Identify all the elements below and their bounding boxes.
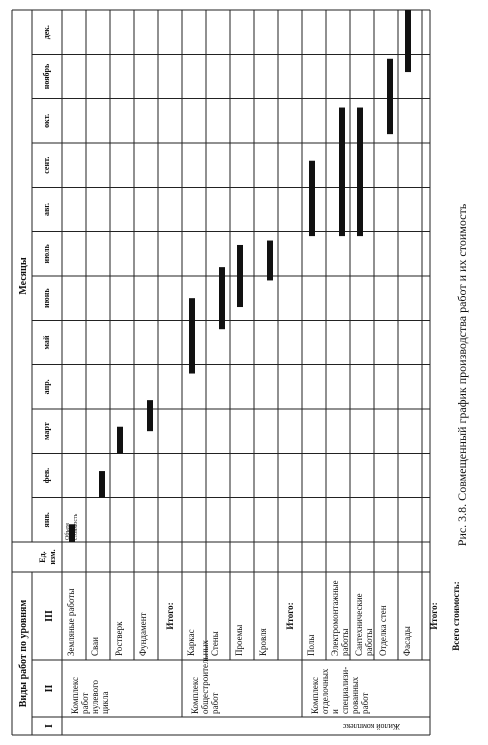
month-8-header: авг. [42, 202, 51, 217]
group-total-label: Итого: [285, 602, 295, 630]
month-5-header: май [42, 335, 51, 350]
month-9-header: сент. [42, 156, 51, 174]
work-row-label: Фасады [402, 626, 412, 656]
work-row-label: Сантехнические работы [354, 593, 374, 656]
group-total-label: Итого: [429, 602, 439, 630]
month-6-header: июнь [42, 288, 51, 308]
work-row-label: Отделка стен [378, 605, 388, 656]
table-grid [11, 9, 431, 736]
gantt-bar [237, 244, 243, 308]
level-i-label: Жилой комплекс [342, 722, 400, 731]
group-total-label: Итого: [165, 602, 175, 630]
gantt-bar [219, 267, 225, 330]
gantt-bar [99, 471, 105, 498]
months-header: Месяцы [18, 257, 29, 295]
month-1-header: янв. [42, 512, 51, 528]
work-row-label: Фундамент [138, 612, 148, 656]
legend-cost: стоимость [73, 513, 79, 540]
unit-header: Ед. изм. [38, 549, 57, 565]
gantt-bar [189, 298, 195, 374]
group-3-name: Комплекс отделочных и специализи- рованн… [310, 666, 370, 714]
month-7-header: июль [42, 244, 51, 264]
work-row-label: Каркас [186, 629, 196, 656]
month-11-header: ноябрь [42, 63, 51, 90]
gantt-bar [387, 58, 393, 135]
col-ii-header: II [44, 684, 55, 693]
month-10-header: окт. [42, 113, 51, 128]
gantt-bar [267, 240, 273, 281]
group-1-name: Комплекс работ нулевого цикла [70, 676, 110, 714]
schedule-table: Виды работ по уровням Месяцы I II III Ед. изм… [11, 9, 461, 736]
month-2-header: фев. [42, 467, 51, 484]
gantt-bar [357, 107, 363, 237]
col-iii-header: III [44, 610, 55, 622]
gantt-bar [339, 107, 345, 237]
work-row-label: Полы [306, 634, 316, 656]
work-row-label: Кровля [258, 628, 268, 656]
work-row-label: Сваи [90, 637, 100, 656]
work-row-label: Ростверк [114, 621, 124, 657]
work-row-label: Стены [210, 631, 220, 656]
gantt-bar [405, 9, 411, 73]
work-row-label: Земляные работы [66, 588, 76, 656]
gantt-bar [147, 400, 153, 432]
month-12-header: дек. [42, 25, 51, 40]
gantt-bar [117, 426, 123, 454]
legend-volume: Объем [65, 523, 71, 540]
figure-caption: Рис. 3.8. Совмещенный график производств… [455, 203, 469, 547]
group-2-name: Комплекс общестроительных работ [190, 640, 220, 714]
month-3-header: март [42, 422, 51, 441]
work-row-label: Электромонтажные работы [330, 580, 350, 656]
work-row-label: Проемы [234, 624, 244, 656]
gantt-bar [69, 524, 75, 542]
month-4-header: апр. [42, 379, 51, 395]
col-i-header: I [44, 724, 55, 728]
kinds-header: Виды работ по уровням [18, 599, 29, 708]
gantt-bar [309, 160, 315, 237]
